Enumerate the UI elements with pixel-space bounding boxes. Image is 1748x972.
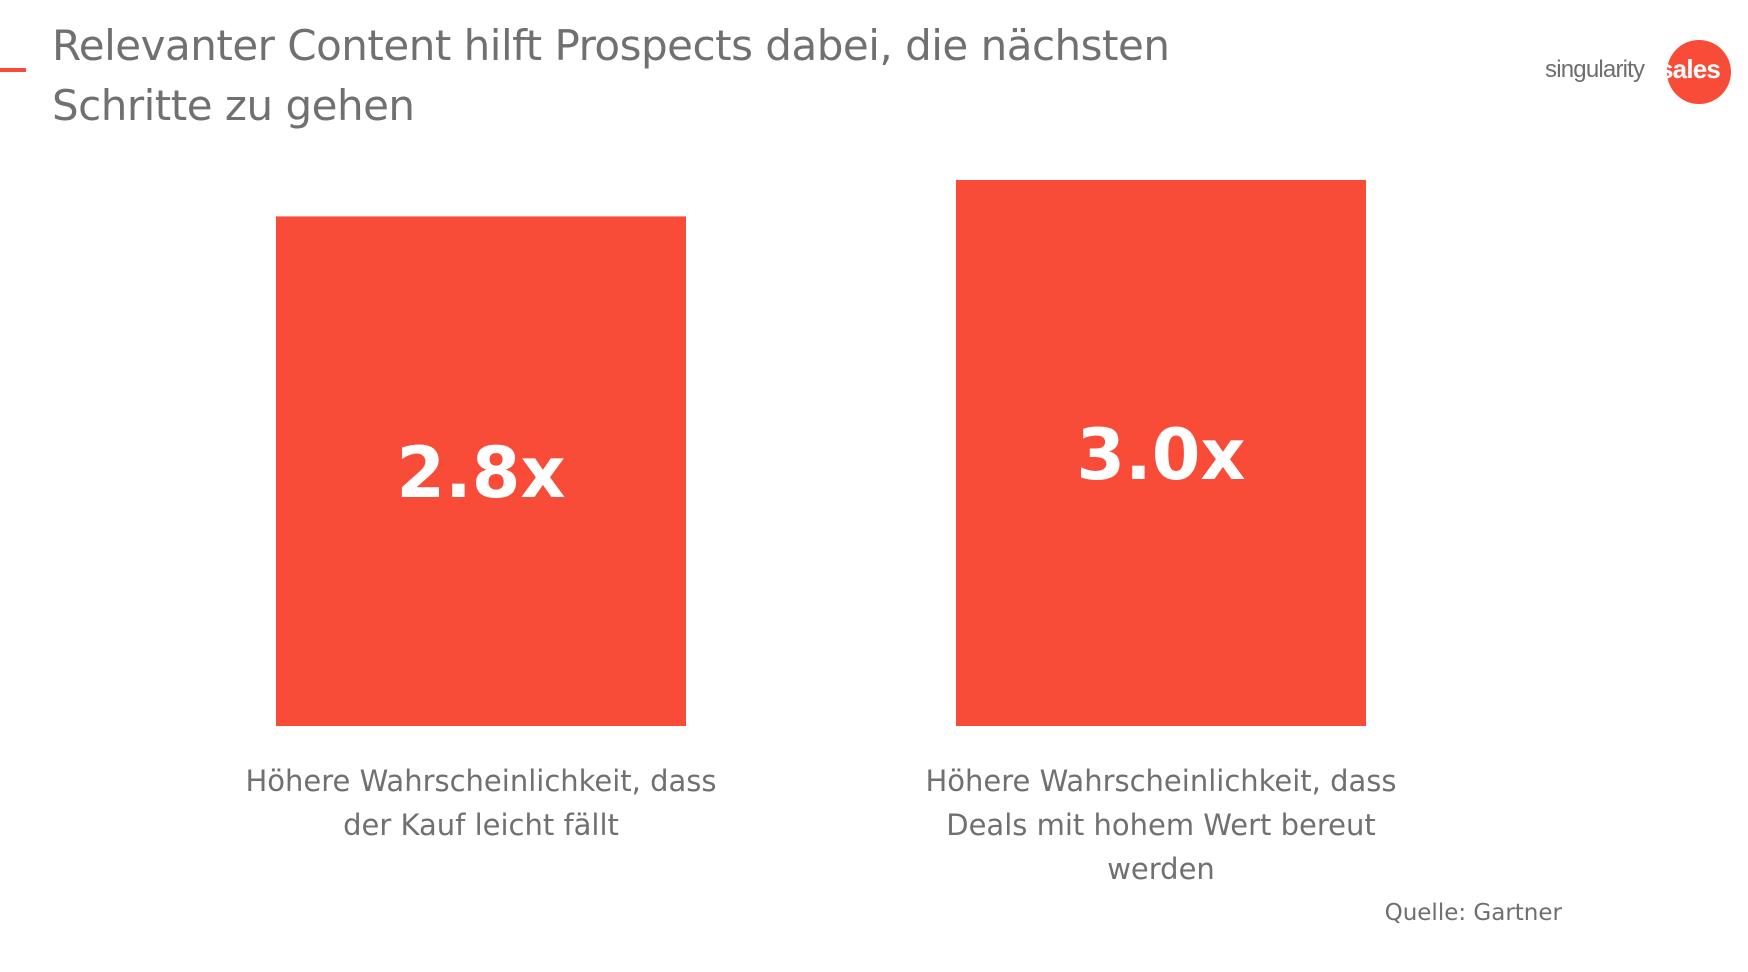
bar-2 <box>956 180 1366 726</box>
source-note: Quelle: Gartner <box>1384 900 1562 926</box>
logo-text-sales: sales <box>1659 54 1721 84</box>
category-label-line: der Kauf leicht fällt <box>343 808 619 842</box>
category-label-1: Höhere Wahrscheinlichkeit, dass der Kauf … <box>245 764 716 842</box>
bar-1 <box>276 216 686 726</box>
category-label-2: Höhere Wahrscheinlichkeit, dass Deals mit… <box>925 764 1396 886</box>
page-title: Relevanter Content hilft Prospects dabei… <box>52 21 1170 130</box>
category-label-line: Deals mit hohem Wert bereut <box>946 808 1376 842</box>
data-label-1: 2.8x <box>396 432 565 514</box>
logo-text-singularity: singularity <box>1545 56 1645 83</box>
singularity-sales-logo: singularity sales <box>1545 38 1735 106</box>
data-label-2: 3.0x <box>1076 414 1245 496</box>
logo-circle <box>1667 40 1731 104</box>
category-label-line: Höhere Wahrscheinlichkeit, dass <box>245 764 716 798</box>
accent-line <box>0 68 26 72</box>
category-label-line: Höhere Wahrscheinlichkeit, dass <box>925 764 1396 798</box>
category-label-line: werden <box>1107 852 1215 886</box>
